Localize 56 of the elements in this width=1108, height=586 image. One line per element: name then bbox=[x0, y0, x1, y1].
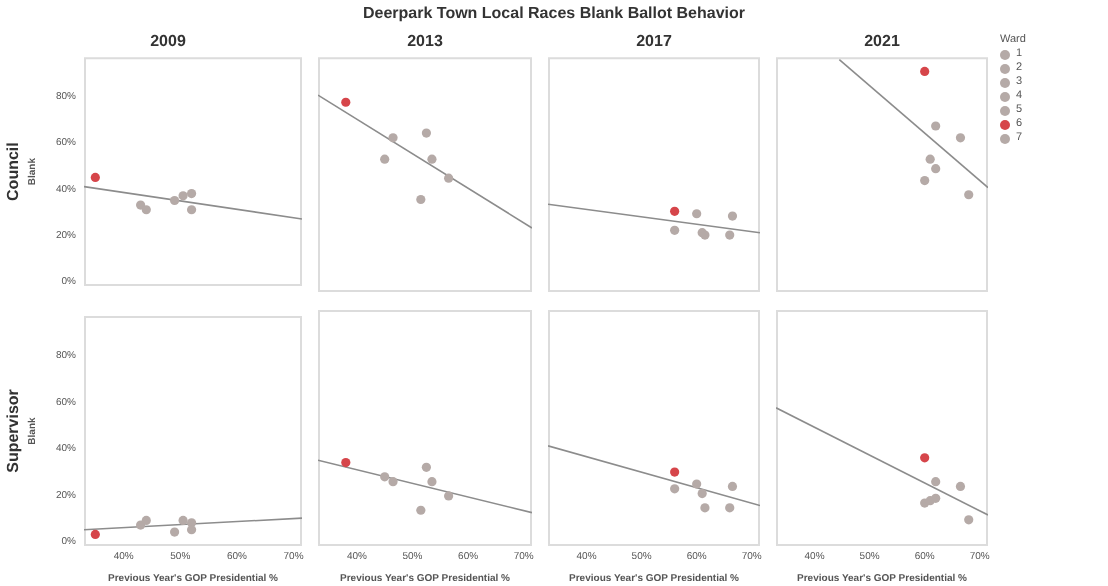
point bbox=[186, 205, 197, 215]
point bbox=[170, 195, 180, 206]
point bbox=[388, 133, 398, 143]
point bbox=[341, 97, 351, 107]
point bbox=[964, 515, 974, 525]
chart-title: 2009 bbox=[150, 32, 187, 51]
point bbox=[692, 209, 702, 219]
point bbox=[380, 472, 390, 482]
point bbox=[955, 133, 966, 143]
point bbox=[692, 479, 702, 489]
point bbox=[170, 527, 180, 537]
point bbox=[427, 477, 437, 487]
point bbox=[178, 515, 188, 526]
point bbox=[341, 457, 351, 468]
point bbox=[920, 175, 930, 186]
point bbox=[931, 121, 941, 131]
point bbox=[388, 477, 398, 487]
point bbox=[380, 154, 390, 164]
point bbox=[427, 154, 437, 164]
point bbox=[697, 488, 707, 499]
point bbox=[670, 484, 680, 494]
point bbox=[931, 164, 941, 174]
point bbox=[421, 128, 431, 138]
point bbox=[90, 172, 100, 182]
point bbox=[416, 194, 426, 205]
text: Council bbox=[4, 142, 23, 201]
point bbox=[700, 503, 710, 513]
point bbox=[670, 225, 680, 235]
point bbox=[725, 230, 735, 240]
text: Deerpark Town Local Races Blank Ballot Behavior bbox=[360, 4, 748, 22]
point bbox=[141, 205, 151, 215]
chart-title: 2017 bbox=[636, 32, 673, 51]
point bbox=[727, 211, 738, 221]
point bbox=[186, 188, 197, 199]
point bbox=[186, 525, 197, 535]
point bbox=[725, 503, 735, 513]
point bbox=[421, 462, 431, 472]
point bbox=[955, 481, 966, 491]
point bbox=[931, 493, 941, 503]
point bbox=[670, 467, 680, 477]
point bbox=[416, 505, 426, 515]
chart-title: 2021 bbox=[864, 32, 901, 51]
point bbox=[920, 453, 930, 463]
point bbox=[964, 190, 974, 200]
point bbox=[931, 477, 941, 487]
point bbox=[670, 206, 680, 216]
point bbox=[925, 154, 935, 164]
point bbox=[444, 491, 454, 501]
point bbox=[920, 66, 930, 77]
text: Supervisor bbox=[4, 389, 23, 473]
point bbox=[141, 515, 151, 526]
point bbox=[727, 481, 738, 491]
point bbox=[178, 191, 188, 201]
chart-title: 2013 bbox=[407, 32, 444, 51]
point bbox=[90, 529, 100, 539]
point bbox=[444, 173, 454, 183]
